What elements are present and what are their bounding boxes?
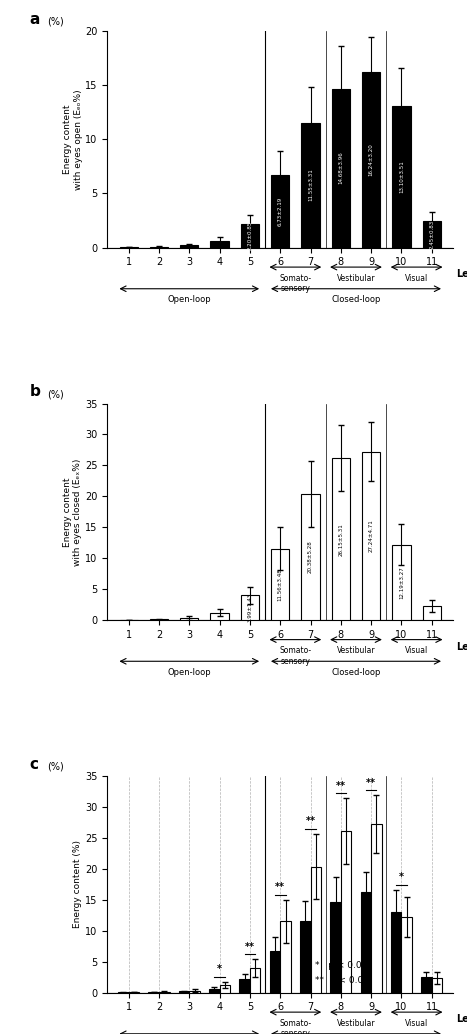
Text: 13.10±3.51: 13.10±3.51 (399, 160, 404, 193)
Text: **: ** (336, 781, 346, 791)
Bar (301, 494, 319, 620)
Bar (179, 992, 189, 993)
Bar (301, 122, 319, 247)
Bar (392, 545, 410, 620)
Text: **: ** (275, 882, 285, 892)
Y-axis label: Energy content (%): Energy content (%) (73, 841, 82, 929)
Bar (280, 921, 291, 993)
Text: **  p < 0.01: ** p < 0.01 (315, 976, 369, 985)
Text: Somato-
sensory: Somato- sensory (279, 1018, 311, 1034)
Bar (300, 921, 311, 993)
Text: 16.24±3.20: 16.24±3.20 (368, 144, 374, 176)
Text: c: c (30, 757, 39, 771)
Text: Open-loop: Open-loop (168, 668, 211, 677)
Bar (189, 991, 200, 993)
Bar (250, 968, 261, 993)
Text: 12.19±3.27: 12.19±3.27 (399, 566, 404, 599)
Text: **: ** (366, 778, 376, 788)
Bar (371, 824, 382, 993)
Text: Vestibular: Vestibular (337, 646, 375, 656)
Bar (432, 978, 442, 993)
Bar (391, 912, 402, 993)
Text: (%): (%) (47, 17, 64, 27)
Text: *: * (217, 965, 222, 974)
Text: Visual: Visual (405, 646, 428, 656)
Bar (211, 612, 229, 620)
Bar (239, 979, 250, 993)
Text: Closed-loop: Closed-loop (331, 296, 381, 304)
Bar (341, 831, 352, 993)
Text: (%): (%) (47, 389, 64, 399)
Bar (211, 241, 229, 247)
Text: 2.45±0.83: 2.45±0.83 (429, 219, 434, 249)
Text: **: ** (305, 817, 316, 826)
Text: 11.56±3.48: 11.56±3.48 (278, 568, 283, 601)
Text: 2.20±0.85: 2.20±0.85 (248, 221, 252, 250)
Text: (%): (%) (47, 762, 64, 771)
Bar (402, 917, 412, 993)
Bar (330, 902, 341, 993)
Text: Visual: Visual (405, 1018, 428, 1028)
Text: a: a (30, 11, 40, 27)
Text: *   p < 0.05: * p < 0.05 (315, 962, 367, 970)
Text: Open-loop: Open-loop (168, 296, 211, 304)
Bar (392, 105, 410, 247)
Text: Level: Level (456, 1014, 467, 1025)
Text: Visual: Visual (405, 274, 428, 282)
Text: 11.55±3.31: 11.55±3.31 (308, 169, 313, 202)
Bar (423, 221, 441, 247)
Text: b: b (30, 385, 41, 399)
Text: 27.24±4.71: 27.24±4.71 (368, 519, 374, 552)
Bar (423, 606, 441, 620)
Y-axis label: Energy content
with eyes closed (Eₑₓ%): Energy content with eyes closed (Eₑₓ%) (63, 458, 82, 566)
Text: 14.68±3.96: 14.68±3.96 (338, 152, 343, 184)
Y-axis label: Energy content
with eyes open (Eₑₒ%): Energy content with eyes open (Eₑₒ%) (63, 89, 83, 189)
Text: 26.15±5.31: 26.15±5.31 (338, 523, 343, 555)
Bar (180, 618, 198, 620)
Bar (219, 985, 230, 993)
Text: Somato-
sensory: Somato- sensory (279, 646, 311, 666)
Text: Somato-
sensory: Somato- sensory (279, 274, 311, 293)
Text: Vestibular: Vestibular (337, 1018, 375, 1028)
Bar (271, 549, 289, 620)
Text: Level: Level (456, 642, 467, 651)
Bar (332, 89, 350, 247)
Bar (311, 866, 321, 993)
Bar (271, 175, 289, 247)
Bar (332, 458, 350, 620)
Text: 6.73±2.19: 6.73±2.19 (278, 196, 283, 225)
Bar (362, 452, 380, 620)
Bar (180, 245, 198, 247)
Text: 20.38±5.28: 20.38±5.28 (308, 541, 313, 574)
Bar (209, 989, 219, 993)
Text: **: ** (245, 942, 255, 951)
Bar (269, 951, 280, 993)
Text: Vestibular: Vestibular (337, 274, 375, 282)
Text: Level: Level (456, 269, 467, 279)
Bar (421, 977, 432, 993)
Text: 3.99±1.43: 3.99±1.43 (248, 594, 252, 622)
Text: *: * (399, 873, 404, 882)
Bar (241, 596, 259, 620)
Bar (361, 892, 371, 993)
Bar (362, 71, 380, 247)
Text: Closed-loop: Closed-loop (331, 668, 381, 677)
Bar (241, 223, 259, 247)
